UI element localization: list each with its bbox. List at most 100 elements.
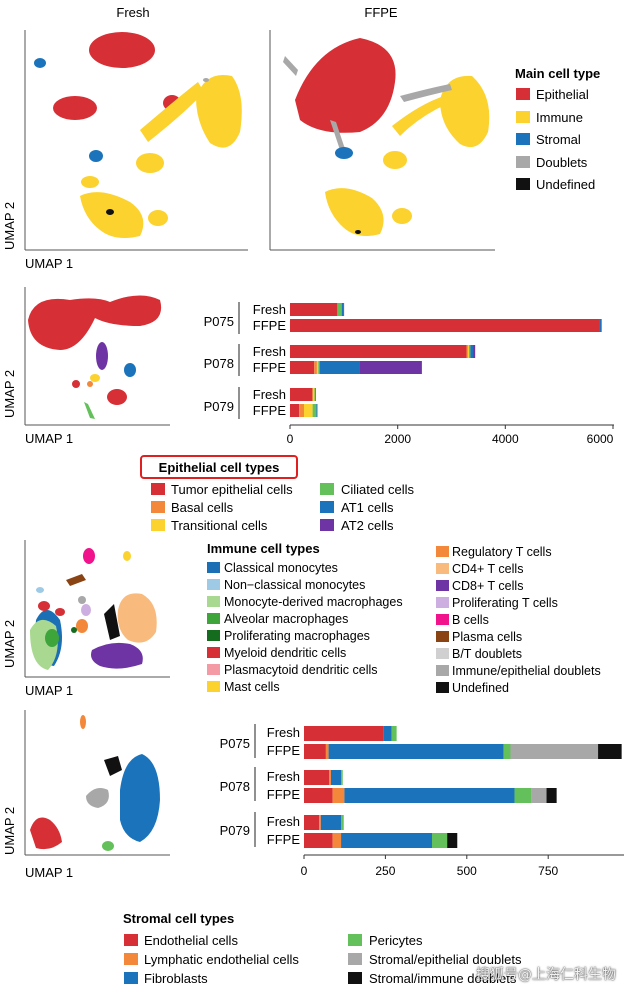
cluster-immune <box>392 96 447 136</box>
legend-item: Endothelial cells <box>144 933 238 948</box>
group-labels: P075 P078 P079 Fresh FFPE Fresh FFPE Fre… <box>204 302 287 419</box>
bar-segment <box>341 770 343 785</box>
immune-legend: Immune cell types Classical monocytes No… <box>207 541 601 695</box>
legend-swatch <box>124 953 138 965</box>
bar-segment <box>304 404 313 417</box>
bar-segment <box>470 345 474 358</box>
legend-item: Proliferating T cells <box>452 596 558 610</box>
cluster-immune <box>325 188 384 236</box>
condition-label: FFPE <box>267 832 301 847</box>
legend-swatch <box>348 934 362 946</box>
bar-segment <box>318 361 320 374</box>
legend-swatch-immune <box>516 111 530 123</box>
umap2-label: UMAP 2 <box>2 620 17 668</box>
cluster-immune <box>136 153 164 173</box>
cluster-immune <box>81 176 99 188</box>
tick-label: 4000 <box>492 432 519 446</box>
bar-segment <box>312 404 317 417</box>
bar-segment <box>319 815 321 830</box>
bar-segment <box>473 345 476 358</box>
x-ticks: 0 2000 4000 6000 <box>287 425 614 446</box>
tick-label: 6000 <box>587 432 614 446</box>
cluster-nonclassical-mono <box>36 587 44 593</box>
legend-item: CD4+ T cells <box>452 562 523 576</box>
legend-swatch <box>124 934 138 946</box>
legend-epithelial: Epithelial <box>536 87 589 102</box>
legend-swatch <box>124 972 138 984</box>
cluster-stromal-epi-doublets <box>86 788 109 808</box>
legend-swatch <box>207 596 220 607</box>
tick-label: 250 <box>375 864 395 878</box>
cluster-at2 <box>96 342 108 370</box>
legend-item: Non−classical monocytes <box>224 578 365 592</box>
bar-segment <box>304 788 333 803</box>
legend-swatch <box>207 562 220 573</box>
cluster-ciliated <box>84 402 95 419</box>
legend-item: Myeloid dendritic cells <box>224 646 346 660</box>
condition-label: FFPE <box>253 403 287 418</box>
cluster-stromal <box>89 150 103 162</box>
bars <box>290 303 602 417</box>
umap2-label: UMAP 2 <box>2 202 17 250</box>
group-label: P079 <box>204 399 234 414</box>
legend-swatch <box>207 630 220 641</box>
legend-swatch <box>436 631 449 642</box>
legend-swatch-doublets <box>516 156 530 168</box>
cluster-lymphatic-endo <box>80 715 86 729</box>
condition-label: FFPE <box>267 743 301 758</box>
cluster-alveolar-mac <box>45 629 59 647</box>
umap1-label: UMAP 1 <box>25 431 73 446</box>
bar-segment <box>383 726 392 741</box>
legend-item: Tumor epithelial cells <box>171 482 293 497</box>
legend-item: Monocyte-derived macrophages <box>224 595 403 609</box>
legend-swatch <box>436 648 449 659</box>
bar-segment <box>290 361 315 374</box>
bar-segment <box>290 303 338 316</box>
legend-swatch <box>207 613 220 624</box>
tick-label: 2000 <box>384 432 411 446</box>
bar-segment <box>290 388 313 401</box>
bar-segment <box>337 303 342 316</box>
bar-segment <box>328 744 504 759</box>
cluster-cd4 <box>117 593 157 643</box>
tick-label: 0 <box>301 864 308 878</box>
bar-segment <box>466 345 468 358</box>
cluster-plasma <box>66 574 86 586</box>
legend-swatch <box>436 614 449 625</box>
bar-segment <box>325 744 329 759</box>
bar-segment <box>599 319 602 332</box>
cluster-mast <box>123 551 131 561</box>
cluster-treg <box>76 619 88 633</box>
legend-swatch <box>320 501 334 513</box>
bar-segment <box>312 388 315 401</box>
cluster-immune <box>148 210 168 226</box>
legend-swatch <box>436 682 449 693</box>
cluster-epithelial <box>89 32 155 68</box>
bar-segment <box>514 788 532 803</box>
bar-segment <box>341 303 344 316</box>
watermark-logo: 搜狐号@上海仁科生物 <box>476 967 616 983</box>
main-legend: Main cell type Epithelial Immune Stromal… <box>515 66 600 192</box>
cluster-myeloid-dc <box>38 601 50 611</box>
bars <box>304 726 622 848</box>
cluster-prolif-mac <box>71 627 77 633</box>
condition-label: FFPE <box>253 360 287 375</box>
stromal-legend: Stromal cell types Endothelial cells Lym… <box>123 911 522 986</box>
cluster-immune <box>140 82 204 142</box>
legend-item: Ciliated cells <box>341 482 414 497</box>
bar-segment <box>531 788 547 803</box>
legend-item: Plasmacytoid dendritic cells <box>224 663 378 677</box>
umap1-label: UMAP 1 <box>25 256 73 271</box>
group-label: P075 <box>220 736 250 751</box>
cluster-stromal <box>335 147 353 159</box>
bar-segment <box>314 388 316 401</box>
legend-item: Regulatory T cells <box>452 545 552 559</box>
legend-item: Plasma cells <box>452 630 522 644</box>
group-label: P078 <box>204 356 234 371</box>
group-labels: P075 P078 P079 Fresh FFPE Fresh FFPE Fre… <box>220 724 301 847</box>
legend-swatch <box>151 519 165 531</box>
condition-label: FFPE <box>267 787 301 802</box>
bar-segment <box>341 815 344 830</box>
bar-segment <box>316 404 318 417</box>
